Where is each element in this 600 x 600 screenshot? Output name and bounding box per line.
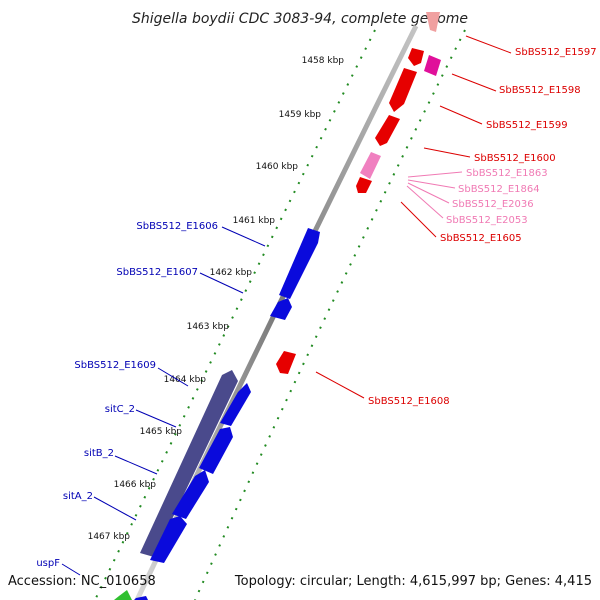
forward-strand-genes: [114, 228, 320, 600]
label-SbBS512_E1605[interactable]: SbBS512_E1605: [440, 233, 522, 244]
leader-line: [451, 73, 497, 92]
label-SbBS512_E1606[interactable]: SbBS512_E1606: [136, 221, 218, 232]
label-SbBS512_E2053[interactable]: SbBS512_E2053: [446, 215, 528, 226]
forward-gene-labels: SbBS512_E1606 SbBS512_E1607 SbBS512_E160…: [36, 221, 266, 576]
gene-SbBS512_E1605[interactable]: [356, 177, 372, 193]
tick-label: 1467 kbp: [88, 532, 131, 542]
gene-SbBS512_E1598[interactable]: [424, 55, 441, 76]
gene-blue-partial[interactable]: [134, 596, 148, 600]
gene-SbBS512_E1863[interactable]: [360, 152, 381, 179]
gene-SbBS512_E1597[interactable]: [426, 12, 440, 32]
label-sitC_2[interactable]: sitC_2: [105, 404, 135, 415]
label-SbBS512_E1597[interactable]: SbBS512_E1597: [515, 47, 597, 58]
leader-line: [423, 147, 471, 158]
leader-line: [93, 496, 137, 521]
leader-line: [465, 35, 512, 54]
leader-line: [407, 182, 450, 204]
label-SbBS512_E1599[interactable]: SbBS512_E1599: [486, 120, 568, 131]
label-sitB_2[interactable]: sitB_2: [84, 448, 114, 459]
reverse-gene-labels: SbBS512_E1597 SbBS512_E1598 SbBS512_E159…: [315, 35, 597, 407]
tick-label: 1466 kbp: [114, 480, 157, 490]
label-SbBS512_E1608[interactable]: SbBS512_E1608: [368, 396, 450, 407]
tick-label: 1463 kbp: [187, 322, 230, 332]
tick-label: 1464 kbp: [164, 375, 207, 385]
map-title: Shigella boydii CDC 3083-94, complete ge…: [132, 11, 468, 27]
gene-SbBS512_E1599[interactable]: [389, 68, 417, 112]
accession-text: Accession: NC_010658: [8, 574, 156, 589]
kbp-ticks: 1458 kbp 1459 kbp 1460 kbp 1461 kbp 1462…: [88, 56, 345, 542]
tick-label: 1458 kbp: [302, 56, 345, 66]
pink-gene-labels: SbBS512_E1863 SbBS512_E1864 SbBS512_E203…: [406, 168, 548, 226]
leader-line: [407, 179, 456, 189]
leader-line: [439, 105, 483, 125]
gene-SbBS512_E1597-arrow[interactable]: [408, 48, 424, 66]
reverse-strand-genes: [276, 12, 441, 374]
tick-label: 1465 kbp: [140, 427, 183, 437]
gene-SbBS512_E1600[interactable]: [375, 115, 400, 146]
label-uspF[interactable]: uspF: [36, 558, 60, 569]
gene-sitC_2[interactable]: [220, 383, 251, 426]
leader-line: [135, 409, 177, 428]
label-SbBS512_E1598[interactable]: SbBS512_E1598: [499, 85, 581, 96]
leader-line: [114, 455, 158, 475]
leader-line: [407, 171, 463, 178]
leader-line: [61, 563, 81, 576]
label-SbBS512_E1600[interactable]: SbBS512_E1600: [474, 153, 556, 164]
label-SbBS512_E1609[interactable]: SbBS512_E1609: [74, 360, 156, 371]
label-sitA_2[interactable]: sitA_2: [63, 491, 93, 502]
gene-sitB_2[interactable]: [199, 427, 233, 474]
gene-SbBS512_E1608[interactable]: [276, 351, 296, 374]
outer-tick-ring: [194, 29, 466, 600]
tick-label: 1462 kbp: [210, 268, 253, 278]
tick-label: 1459 kbp: [279, 110, 322, 120]
sit-operon-bar[interactable]: [140, 370, 238, 557]
tick-label: 1460 kbp: [256, 162, 299, 172]
leader-line: [221, 226, 266, 247]
leader-line: [315, 371, 365, 399]
leader-line: [400, 201, 437, 238]
gene-green-partial[interactable]: [114, 590, 132, 600]
label-SbBS512_E1864[interactable]: SbBS512_E1864: [458, 184, 540, 195]
inner-tick-ring: [94, 29, 376, 600]
gene-uspF-upstream[interactable]: [150, 516, 187, 563]
tick-label: 1461 kbp: [233, 216, 276, 226]
gene-SbBS512_E1607[interactable]: [270, 298, 292, 320]
leader-line: [199, 272, 244, 294]
leader-line: [157, 367, 189, 387]
genome-summary-text: Topology: circular; Length: 4,615,997 bp…: [234, 574, 592, 589]
label-SbBS512_E1863[interactable]: SbBS512_E1863: [466, 168, 548, 179]
gene-sitA_2[interactable]: [172, 470, 209, 519]
gene-SbBS512_E1606[interactable]: [279, 228, 320, 299]
leader-line: [406, 185, 444, 219]
label-SbBS512_E1607[interactable]: SbBS512_E1607: [116, 267, 198, 278]
label-SbBS512_E2036[interactable]: SbBS512_E2036: [452, 199, 534, 210]
